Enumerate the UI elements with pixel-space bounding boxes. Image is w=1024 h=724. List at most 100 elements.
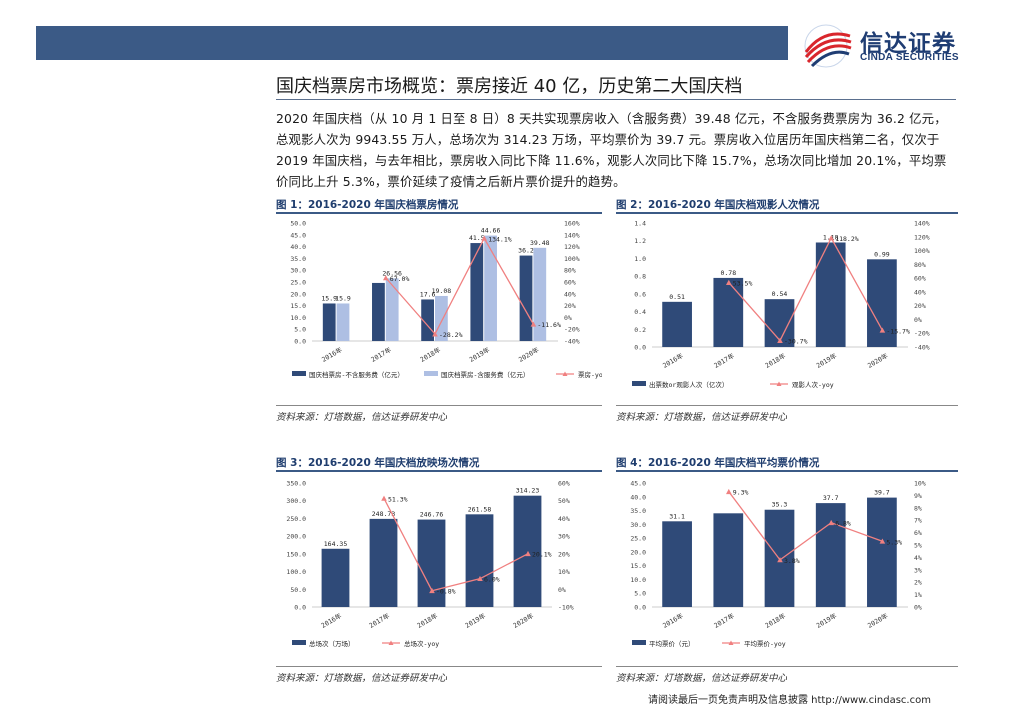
bar-data-label: 19.08 — [432, 287, 452, 295]
bar-data-label: 39.7 — [874, 489, 890, 497]
yoy-data-label: 118.2% — [835, 235, 859, 243]
bar-data-label: 314.23 — [516, 487, 540, 495]
x-axis-tick: 2018年 — [763, 611, 787, 630]
x-axis-tick: 2016年 — [661, 611, 685, 630]
left-axis-tick: 15.0 — [290, 302, 306, 310]
left-axis-tick: 10.0 — [290, 314, 306, 322]
legend-bar-swatch — [632, 640, 646, 645]
left-axis-tick: 1.4 — [634, 220, 646, 228]
right-axis-tick: -20% — [564, 326, 580, 334]
bar-data-label: 26.56 — [382, 269, 402, 277]
right-axis-tick: 6% — [914, 529, 922, 537]
legend-bar-swatch — [424, 371, 438, 376]
legend-marker — [562, 371, 568, 376]
bar-fig1-s0-0 — [322, 303, 336, 341]
header-band — [36, 26, 788, 60]
bar-fig1-s1-3 — [484, 235, 497, 341]
x-axis-tick: 2018年 — [763, 351, 787, 370]
yoy-marker — [525, 550, 531, 557]
left-axis-tick: 45.0 — [290, 231, 306, 239]
left-axis-tick: 1.0 — [634, 255, 646, 263]
fig2-chart: 0.0 0.2 0.4 0.6 0.8 1.0 1.2 1.4 -40% -20% 0% 20% 40%… — [632, 220, 930, 389]
fig1-source-rule — [276, 405, 602, 406]
right-axis-tick: 160% — [564, 220, 580, 228]
logo-english-name: CINDA SECURITIES — [860, 52, 959, 63]
yoy-data-label: 53.5% — [733, 280, 753, 288]
left-axis-tick: 250.0 — [286, 515, 306, 523]
yoy-data-label: 5.3% — [886, 538, 902, 546]
bar-fig2-s0-3 — [815, 242, 846, 347]
right-axis-tick: 120% — [564, 243, 580, 251]
yoy-marker — [777, 557, 783, 563]
yoy-marker — [481, 235, 487, 241]
legend-label: 平均票价-yoy — [744, 639, 786, 648]
right-axis-tick: 30% — [558, 533, 570, 541]
left-axis-tick: 45.0 — [630, 480, 646, 488]
fig2-rule — [616, 212, 958, 214]
right-axis-tick: 60% — [914, 275, 926, 283]
bar-fig1-s1-0 — [336, 303, 350, 341]
left-axis-tick: 20.0 — [630, 548, 646, 556]
left-axis-tick: 5.0 — [634, 590, 646, 598]
right-axis-tick: 60% — [558, 480, 570, 488]
legend-label: 总场次-yoy — [404, 639, 439, 648]
bar-fig3-s0-0 — [321, 548, 350, 607]
left-axis-tick: 40.0 — [630, 493, 646, 501]
fig3-title: 图 3：2016-2020 年国庆档放映场次情况 — [276, 457, 480, 469]
right-axis-tick: 10% — [914, 480, 926, 488]
left-axis-tick: 200.0 — [286, 533, 306, 541]
right-axis-tick: 3% — [914, 566, 922, 574]
yoy-marker — [828, 519, 834, 526]
left-axis-tick: 30.0 — [630, 521, 646, 529]
yoy-marker — [726, 279, 732, 285]
x-axis-tick: 2018年 — [418, 345, 442, 364]
left-axis-tick: 5.0 — [294, 326, 306, 334]
yoy-line-fig1 — [385, 236, 534, 336]
yoy-data-label: 3.8% — [784, 557, 800, 565]
x-axis-tick: 2019年 — [468, 345, 492, 364]
right-axis-tick: 60% — [564, 279, 576, 287]
bar-data-label: 0.51 — [669, 293, 685, 301]
right-axis-tick: 140% — [564, 231, 580, 239]
bar-data-label: 15.9 — [321, 294, 337, 302]
bar-data-label: 0.99 — [874, 250, 890, 258]
bar-data-label: 0.54 — [772, 290, 788, 298]
brand-logo: 信达证券 CINDA SECURITIES — [798, 22, 988, 68]
fig1-chart: 0.0 5.0 10.0 15.0 20.0 25.0 30.0 35.0 40.0 45.0 50… — [290, 220, 602, 380]
bar-data-label: 35.3 — [772, 501, 788, 509]
left-axis-tick: 10.0 — [630, 576, 646, 584]
right-axis-tick: 20% — [558, 550, 570, 558]
bar-fig3-s0-1 — [369, 518, 398, 607]
bar-data-label: 17.6 — [420, 290, 436, 298]
left-axis-tick: 40.0 — [290, 243, 306, 251]
left-axis-tick: 150.0 — [286, 550, 306, 558]
left-axis-tick: 50.0 — [290, 220, 306, 228]
bar-data-label: 261.58 — [468, 505, 492, 513]
bar-data-label: 164.35 — [324, 540, 348, 548]
bar-fig1-s0-1 — [372, 282, 385, 341]
x-axis-tick: 2016年 — [319, 611, 343, 630]
left-axis-tick: 50.0 — [290, 586, 306, 594]
right-axis-tick: 120% — [914, 233, 930, 241]
logo-chinese-name: 信达证券 — [860, 31, 956, 57]
x-axis-tick: 2017年 — [712, 351, 736, 370]
left-axis-tick: 0.8 — [634, 273, 646, 281]
title-divider — [276, 99, 956, 100]
bar-fig1-s1-4 — [533, 247, 547, 341]
legend-bar-swatch — [292, 371, 306, 376]
x-axis-tick: 2017年 — [369, 345, 393, 364]
fig1-title: 图 1：2016-2020 年国庆档票房情况 — [276, 199, 459, 211]
x-axis-tick: 2016年 — [320, 345, 344, 364]
bar-data-label: 39.48 — [530, 239, 550, 247]
right-axis-tick: 40% — [564, 290, 576, 298]
bar-data-label: 44.66 — [481, 227, 501, 235]
legend-label: 平均票价（元） — [649, 639, 695, 648]
footer-disclaimer: 请阅读最后一页免责声明及信息披露 http://www.cindasc.com — [648, 695, 931, 706]
fig3-chart: 0.0 50.0 100.0 150.0 200.0 250.0 300.0 350.0 -10… — [286, 480, 573, 649]
fig4-source-rule — [616, 666, 958, 667]
right-axis-tick: 50% — [558, 497, 570, 505]
left-axis-tick: 0.0 — [294, 338, 306, 346]
bar-fig4-s0-3 — [815, 503, 846, 607]
fig4-chart: 0.0 5.0 10.0 15.0 20.0 25.0 30.0 35.0 40.0 45.0 0%… — [630, 480, 926, 649]
summary-paragraph: 2020 年国庆档（从 10 月 1 日至 8 日）8 天共实现票房收入（含服务… — [276, 111, 947, 189]
